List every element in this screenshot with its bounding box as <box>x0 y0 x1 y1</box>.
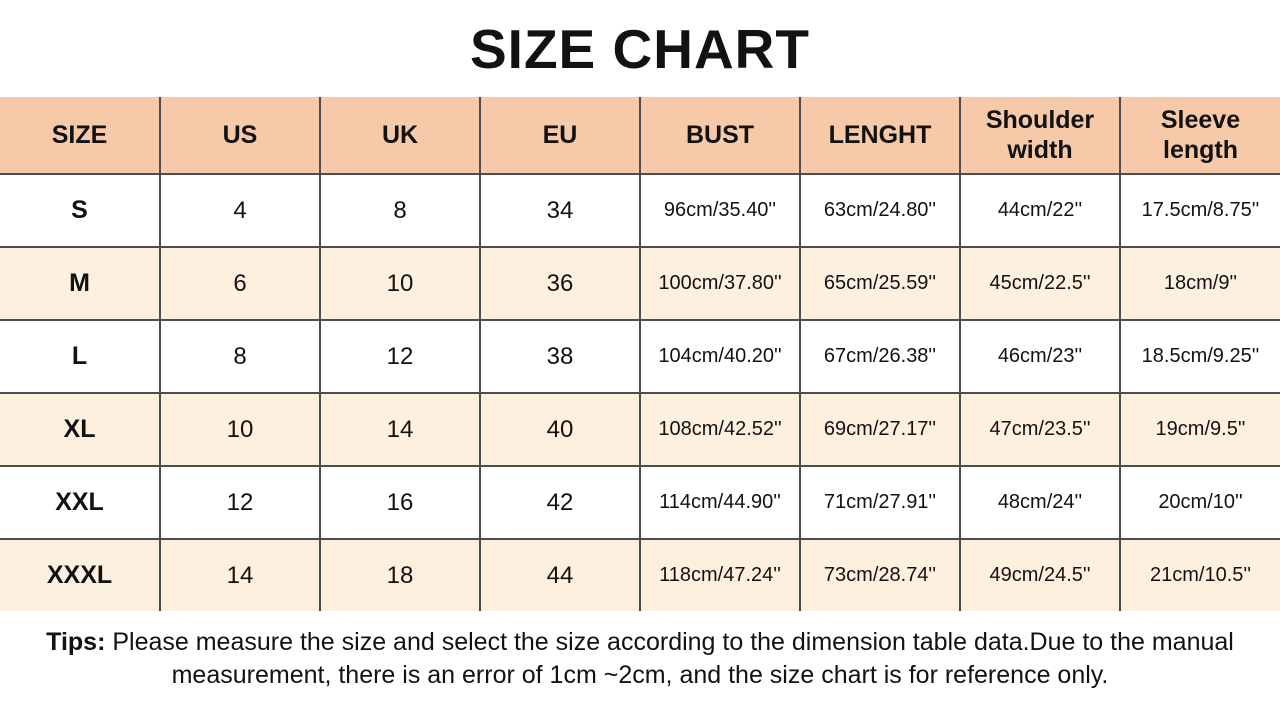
column-header-us: US <box>160 97 321 175</box>
column-header-shoulder-width: Shoulder width <box>960 97 1121 175</box>
column-header-bust: BUST <box>640 97 801 175</box>
table-cell: 4 <box>160 174 321 248</box>
column-header-lenght: LENGHT <box>800 97 961 175</box>
table-header-row: SIZE US UK EU BUST LENGHT Shoulder width Sleeve… <box>0 97 1280 175</box>
table-cell: 18.5cm/9.25'' <box>1120 320 1280 394</box>
table-cell: 42 <box>480 466 641 540</box>
table-body: S 4 8 34 96cm/35.40'' 63cm/24.80'' 44cm/22'' 17… <box>0 174 1280 611</box>
table-cell: 34 <box>480 174 641 248</box>
table-cell: 20cm/10'' <box>1120 466 1280 540</box>
size-label-cell: XL <box>0 393 161 467</box>
table-cell: 49cm/24.5'' <box>960 539 1121 611</box>
column-header-uk: UK <box>320 97 481 175</box>
size-label-cell: L <box>0 320 161 394</box>
table-cell: 8 <box>160 320 321 394</box>
table-cell: 69cm/27.17'' <box>800 393 961 467</box>
table-cell: 6 <box>160 247 321 321</box>
table-cell: 45cm/22.5'' <box>960 247 1121 321</box>
column-header-sleeve-length: Sleeve length <box>1120 97 1280 175</box>
size-label-cell: XXXL <box>0 539 161 611</box>
table-cell: 18cm/9'' <box>1120 247 1280 321</box>
table-cell: 44cm/22'' <box>960 174 1121 248</box>
table-cell: 108cm/42.52'' <box>640 393 801 467</box>
table-cell: 65cm/25.59'' <box>800 247 961 321</box>
tips: Tips: Please measure the size and select… <box>45 626 1235 691</box>
table-cell: 12 <box>320 320 481 394</box>
table-cell: 17.5cm/8.75'' <box>1120 174 1280 248</box>
table-row: S 4 8 34 96cm/35.40'' 63cm/24.80'' 44cm/22'' 17… <box>0 174 1280 248</box>
table-row: M 6 10 36 100cm/37.80'' 65cm/25.59'' 45cm/22.5… <box>0 247 1280 321</box>
table-cell: 73cm/28.74'' <box>800 539 961 611</box>
table-cell: 96cm/35.40'' <box>640 174 801 248</box>
table-cell: 18 <box>320 539 481 611</box>
table-cell: 14 <box>160 539 321 611</box>
table-row: XXL 12 16 42 114cm/44.90'' 71cm/27.91'' 48cm/2… <box>0 466 1280 540</box>
table-cell: 114cm/44.90'' <box>640 466 801 540</box>
page-title: SIZE CHART <box>470 17 810 80</box>
table-cell: 67cm/26.38'' <box>800 320 961 394</box>
tips-text: Please measure the size and select the s… <box>112 628 1234 689</box>
table-cell: 8 <box>320 174 481 248</box>
column-header-size: SIZE <box>0 97 161 175</box>
table-cell: 40 <box>480 393 641 467</box>
column-header-eu: EU <box>480 97 641 175</box>
table-cell: 44 <box>480 539 641 611</box>
table-row: XL 10 14 40 108cm/42.52'' 69cm/27.17'' 47cm/23… <box>0 393 1280 467</box>
table-cell: 48cm/24'' <box>960 466 1121 540</box>
table-row: XXXL 14 18 44 118cm/47.24'' 73cm/28.74'' 49cm/… <box>0 539 1280 611</box>
size-chart-table: SIZE US UK EU BUST LENGHT Shoulder width Sleeve… <box>0 97 1280 611</box>
table-cell: 19cm/9.5'' <box>1120 393 1280 467</box>
table-cell: 14 <box>320 393 481 467</box>
table-cell: 100cm/37.80'' <box>640 247 801 321</box>
table-cell: 10 <box>160 393 321 467</box>
table-cell: 118cm/47.24'' <box>640 539 801 611</box>
size-label-cell: XXL <box>0 466 161 540</box>
table-cell: 71cm/27.91'' <box>800 466 961 540</box>
table-cell: 47cm/23.5'' <box>960 393 1121 467</box>
size-label-cell: S <box>0 174 161 248</box>
table-cell: 63cm/24.80'' <box>800 174 961 248</box>
size-label-cell: M <box>0 247 161 321</box>
table-cell: 36 <box>480 247 641 321</box>
tips-label: Tips: <box>46 628 106 656</box>
table-cell: 21cm/10.5'' <box>1120 539 1280 611</box>
table-cell: 104cm/40.20'' <box>640 320 801 394</box>
table-cell: 46cm/23'' <box>960 320 1121 394</box>
table-cell: 16 <box>320 466 481 540</box>
table-row: L 8 12 38 104cm/40.20'' 67cm/26.38'' 46cm/23''… <box>0 320 1280 394</box>
table-cell: 10 <box>320 247 481 321</box>
table-cell: 38 <box>480 320 641 394</box>
table-cell: 12 <box>160 466 321 540</box>
